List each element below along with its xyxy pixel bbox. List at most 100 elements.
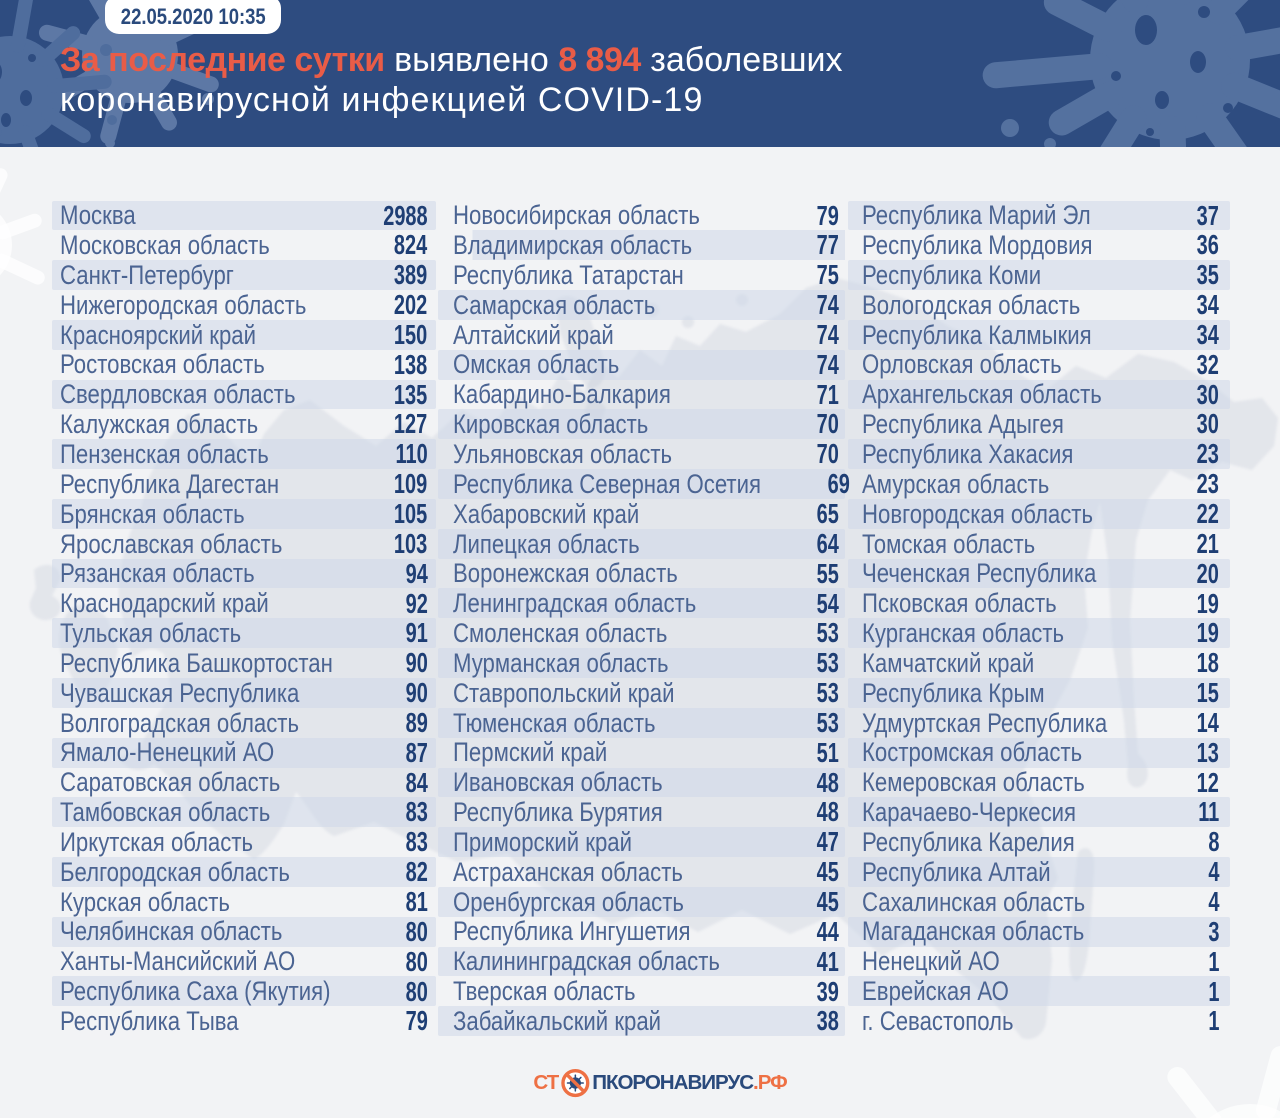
region-value: 12: [1196, 766, 1219, 798]
table-row: Республика Башкортостан 90: [52, 648, 436, 678]
table-row: Амурская область 23: [848, 469, 1230, 499]
region-value: 53: [816, 677, 839, 709]
table-row: Приморский край 47: [437, 826, 845, 858]
region-value: 48: [816, 796, 839, 828]
region-value: 109: [394, 468, 428, 500]
white-virus-icon: [1167, 1046, 1280, 1118]
region-value: 105: [394, 498, 428, 529]
region-value: 90: [405, 647, 428, 679]
region-value: 35: [1196, 259, 1219, 291]
table-row: Ямало-Ненецкий АО 87: [52, 737, 436, 768]
region-name: Брянская область: [60, 498, 245, 529]
region-value: 53: [816, 617, 839, 649]
table-row: Тамбовская область 83: [52, 797, 436, 828]
logo-middle: ПКОРОНАВИРУС: [592, 1070, 754, 1094]
region-value: 80: [405, 915, 428, 947]
region-value: 80: [405, 945, 428, 977]
region-name: Хабаровский край: [452, 498, 639, 529]
region-value: 1: [1207, 945, 1219, 977]
region-value: 34: [1196, 318, 1219, 350]
region-name: Республика Адыгея: [862, 409, 1064, 440]
region-value: 45: [816, 856, 839, 888]
region-name: Республика Ингушетия: [452, 916, 691, 947]
region-value: 92: [405, 587, 428, 619]
region-value: 13: [1196, 736, 1219, 768]
table-row: Республика Северная Осетия 69: [437, 468, 850, 499]
region-value: 20: [1196, 557, 1219, 589]
table-row: Удмуртская Республика 14: [848, 708, 1230, 738]
region-name: Тюменская область: [452, 707, 656, 738]
table-row: Волгоградская область 89: [52, 708, 436, 738]
region-name: Ростовская область: [60, 349, 265, 380]
table-row: Рязанская область 94: [52, 558, 436, 589]
region-name: Омская область: [452, 349, 619, 380]
region-name: Москва: [60, 200, 136, 231]
region-value: 4: [1207, 885, 1219, 917]
region-name: Ульяновская область: [452, 438, 672, 469]
region-value: 48: [816, 766, 839, 798]
region-name: Красноярский край: [60, 319, 257, 350]
region-value: 127: [394, 408, 428, 440]
region-name: Томская область: [862, 528, 1036, 559]
region-value: 8: [1207, 826, 1219, 858]
region-name: Республика Северная Осетия: [452, 468, 761, 499]
table-row: Оренбургская область 45: [437, 885, 845, 917]
virus-splat-icon: [982, 0, 1280, 147]
table-row: Хабаровский край 65: [438, 499, 845, 529]
table-row: Красноярский край 150: [52, 319, 436, 350]
table-row: Чеченская Республика 20: [848, 557, 1230, 589]
region-value: 90: [405, 677, 428, 709]
region-name: г. Севастополь: [862, 1006, 1014, 1036]
region-value: 21: [1196, 527, 1219, 559]
region-name: Ненецкий АО: [862, 946, 1000, 977]
table-row: Тверская область 39: [438, 976, 845, 1006]
region-value: 47: [816, 826, 839, 858]
region-name: Архангельская область: [862, 379, 1102, 410]
region-value: 110: [395, 438, 428, 470]
region-value: 45: [816, 885, 839, 917]
timestamp-badge: 22.05.2020 10:35: [105, 0, 281, 34]
table-row: Кабардино-Балкария 71: [438, 380, 845, 410]
table-column-1: Москва 2988 Московская область 824 Санкт-Пет…: [52, 200, 436, 1037]
table-row: Ленинградская область 54: [437, 588, 845, 619]
table-row: Омская область 74: [437, 349, 845, 380]
region-value: 38: [816, 1005, 839, 1037]
region-value: 22: [1196, 498, 1219, 529]
region-name: Кировская область: [452, 409, 648, 440]
region-value: 53: [816, 706, 839, 738]
region-name: Орловская область: [862, 349, 1062, 380]
table-row: Иркутская область 83: [52, 827, 436, 857]
region-value: 30: [1196, 378, 1219, 410]
region-name: Калининградская область: [452, 946, 720, 977]
region-name: Кабардино-Балкария: [452, 379, 671, 410]
region-value: 89: [405, 706, 428, 738]
table-row: Костромская область 13: [848, 736, 1230, 768]
region-value: 69: [827, 468, 850, 500]
table-column-2: Новосибирская область 79 Владимирская обла…: [437, 201, 850, 1037]
table-row: Ивановская область 48: [437, 766, 845, 798]
table-row: Самарская область 74: [437, 290, 845, 320]
region-name: Курганская область: [862, 618, 1065, 649]
region-name: Удмуртская Республика: [862, 707, 1108, 738]
table-row: Краснодарский край 92: [52, 588, 436, 618]
region-value: 64: [816, 527, 839, 559]
region-value: 81: [405, 885, 428, 917]
region-name: Свердловская область: [60, 379, 296, 410]
region-name: Республика Татарстан: [452, 259, 684, 290]
region-name: Курская область: [60, 886, 230, 917]
region-name: Липецкая область: [452, 528, 640, 559]
region-value: 83: [405, 826, 428, 858]
table-row: Пензенская область 110: [52, 438, 436, 470]
table-row: Липецкая область 64: [437, 527, 845, 559]
region-name: Республика Тыва: [60, 1006, 239, 1036]
region-name: Мурманская область: [452, 647, 669, 678]
table-row: Курская область 81: [52, 887, 436, 917]
table-row: Кемеровская область 12: [848, 768, 1230, 798]
region-value: 103: [394, 527, 428, 559]
region-name: Амурская область: [862, 468, 1050, 499]
table-row: Республика Тыва 79: [52, 1006, 436, 1036]
table-row: Республика Мордовия 36: [848, 230, 1230, 260]
region-value: 82: [405, 856, 428, 888]
table-row: Брянская область 105: [52, 498, 436, 529]
region-value: 32: [1196, 348, 1219, 380]
